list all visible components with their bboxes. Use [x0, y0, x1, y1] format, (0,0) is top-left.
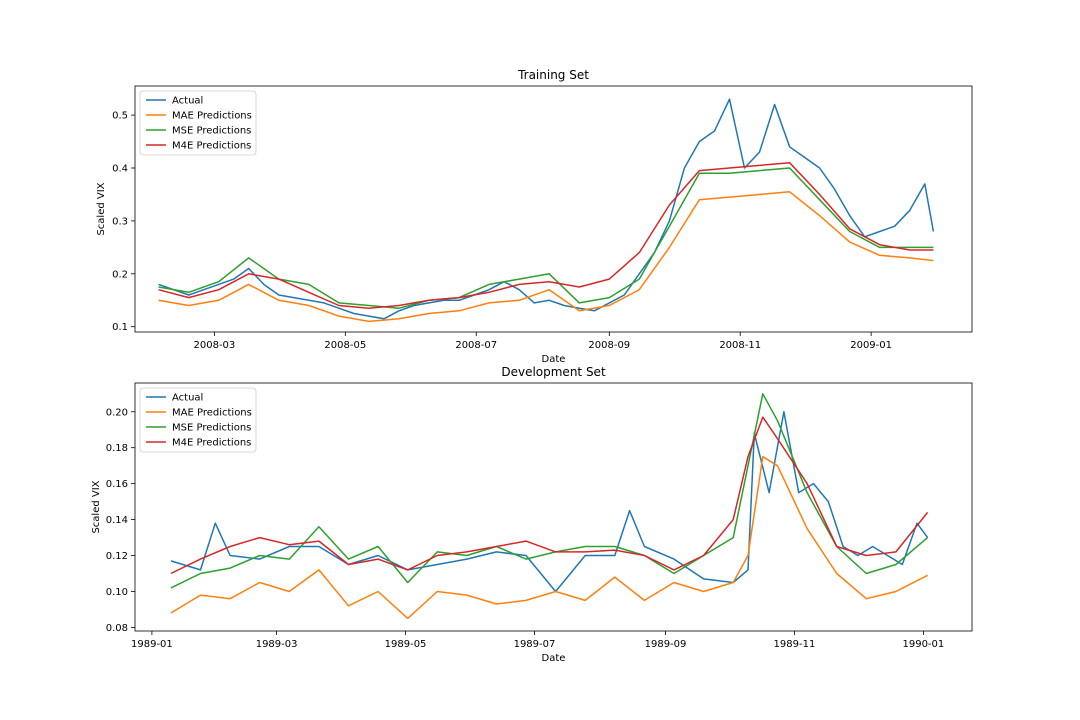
x-tick-label: 1989-05 [385, 639, 427, 650]
legend-label: Actual [172, 96, 203, 107]
legend-label: MSE Predictions [172, 126, 251, 137]
series-line-mse-predictions [158, 167, 934, 309]
y-axis-label: Scaled VIX [91, 480, 102, 533]
series-line-actual [170, 411, 929, 593]
y-tick-label: 0.4 [112, 164, 128, 175]
legend-box [139, 387, 257, 453]
y-tick-label: 0.5 [112, 111, 128, 122]
y-tick-label: 0.12 [106, 551, 128, 562]
x-tick-label: 1989-07 [514, 639, 556, 650]
y-axis-label: Scaled VIX [96, 182, 107, 235]
x-axis-label: Date [542, 653, 566, 664]
chart-title: Development Set [501, 365, 606, 379]
y-tick-label: 0.14 [106, 515, 128, 526]
y-tick-label: 0.2 [112, 269, 128, 280]
x-tick-label: 2009-01 [850, 340, 892, 351]
chart-title: Training Set [517, 68, 589, 82]
y-tick-label: 0.1 [112, 322, 128, 333]
x-tick-label: 2008-07 [455, 340, 497, 351]
legend-label: M4E Predictions [172, 438, 251, 449]
x-tick-label: 1990-01 [902, 639, 944, 650]
legend-label: MSE Predictions [172, 423, 251, 434]
series-line-actual [158, 98, 935, 320]
x-tick-label: 2008-05 [324, 340, 366, 351]
legend-label: M4E Predictions [172, 141, 251, 152]
legend: Actual MAE Predictions MSE Predictions M4E … [139, 90, 257, 156]
x-axis-label: Date [542, 354, 566, 365]
y-tick-label: 0.08 [106, 623, 128, 634]
x-tick-label: 1989-03 [256, 639, 298, 650]
y-tick-label: 0.20 [106, 407, 128, 418]
legend: Actual MAE Predictions MSE Predictions M4E … [139, 387, 257, 453]
y-tick-label: 0.16 [106, 479, 128, 490]
x-tick-label: 2008-09 [588, 340, 630, 351]
series-line-m4e-predictions [170, 416, 929, 575]
axes-frame [134, 382, 973, 632]
training-set-chart: 2008-03 2008-05 2008-07 2008-09 2008-11 2009-… [96, 68, 973, 365]
series-line-m4e-predictions [158, 161, 934, 309]
legend-label: MAE Predictions [172, 408, 252, 419]
x-tick-label: 1989-01 [131, 639, 173, 650]
series-line-mae-predictions [158, 191, 934, 323]
series-line-mae-predictions [170, 455, 928, 620]
y-tick-label: 0.3 [112, 216, 128, 227]
legend-label: MAE Predictions [172, 111, 252, 122]
y-tick-label: 0.18 [106, 443, 128, 454]
x-tick-label: 1989-09 [645, 639, 687, 650]
legend-label: Actual [172, 393, 203, 404]
x-tick-label: 2008-11 [719, 340, 761, 351]
axes-frame [134, 85, 973, 333]
development-set-chart: 1989-01 1989-03 1989-05 1989-07 1989-09 1989-… [91, 365, 973, 664]
legend-box [139, 90, 257, 156]
x-tick-label: 2008-03 [194, 340, 236, 351]
x-tick-label: 1989-11 [774, 639, 816, 650]
y-tick-label: 0.10 [106, 587, 128, 598]
